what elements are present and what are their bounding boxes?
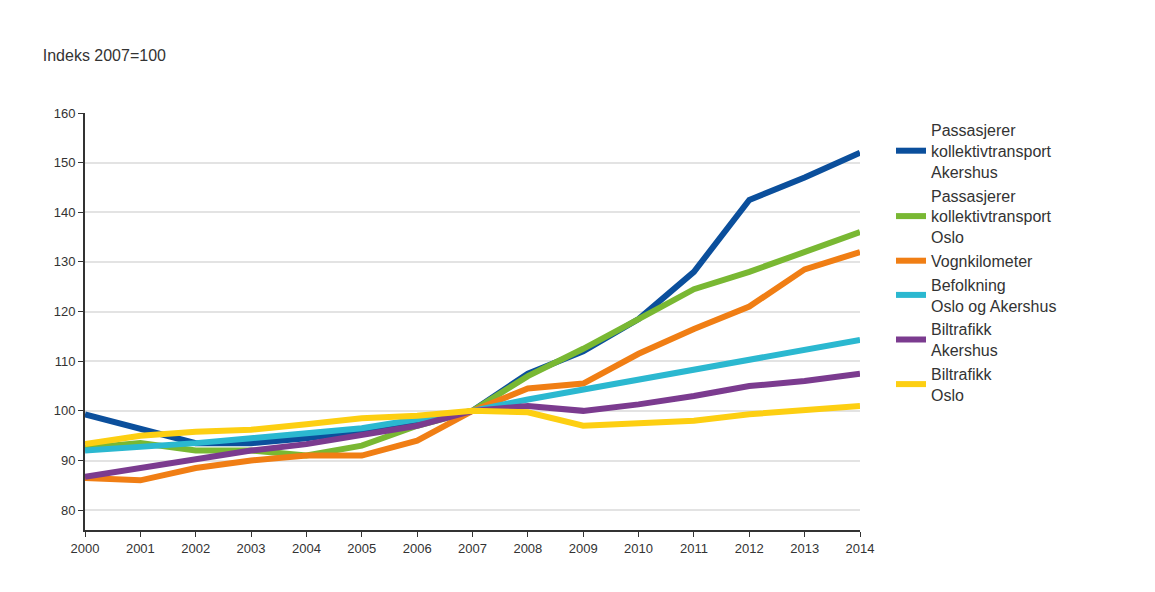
svg-text:90: 90	[61, 453, 75, 468]
svg-text:2009: 2009	[569, 541, 598, 556]
svg-text:80: 80	[61, 503, 75, 518]
svg-text:Vognkilometer: Vognkilometer	[931, 253, 1033, 270]
svg-text:BefolkningOslo og Akershus: BefolkningOslo og Akershus	[931, 277, 1056, 315]
svg-text:2014: 2014	[846, 541, 875, 556]
svg-text:2012: 2012	[735, 541, 764, 556]
svg-text:150: 150	[54, 155, 76, 170]
svg-text:2005: 2005	[347, 541, 376, 556]
svg-text:2006: 2006	[403, 541, 432, 556]
svg-text:2001: 2001	[126, 541, 155, 556]
svg-text:2010: 2010	[624, 541, 653, 556]
svg-text:BiltrafikkAkershus: BiltrafikkAkershus	[931, 321, 998, 359]
svg-text:2004: 2004	[292, 541, 321, 556]
svg-text:2008: 2008	[513, 541, 542, 556]
svg-text:2011: 2011	[680, 541, 708, 556]
svg-text:120: 120	[54, 304, 76, 319]
svg-text:160: 160	[54, 106, 76, 121]
svg-text:BiltrafikkOslo: BiltrafikkOslo	[931, 366, 992, 404]
svg-text:130: 130	[54, 254, 76, 269]
svg-text:110: 110	[55, 354, 76, 369]
svg-text:2000: 2000	[71, 541, 100, 556]
svg-text:PassasjererkollektivtransportO: PassasjererkollektivtransportOslo	[931, 188, 1052, 247]
svg-text:2003: 2003	[237, 541, 266, 556]
svg-text:Indeks 2007=100: Indeks 2007=100	[43, 47, 166, 64]
svg-text:2013: 2013	[790, 541, 819, 556]
svg-text:100: 100	[54, 403, 76, 418]
svg-text:2002: 2002	[181, 541, 210, 556]
svg-text:140: 140	[54, 205, 76, 220]
svg-text:2007: 2007	[458, 541, 487, 556]
svg-text:PassasjererkollektivtransportA: PassasjererkollektivtransportAkershus	[931, 122, 1052, 181]
